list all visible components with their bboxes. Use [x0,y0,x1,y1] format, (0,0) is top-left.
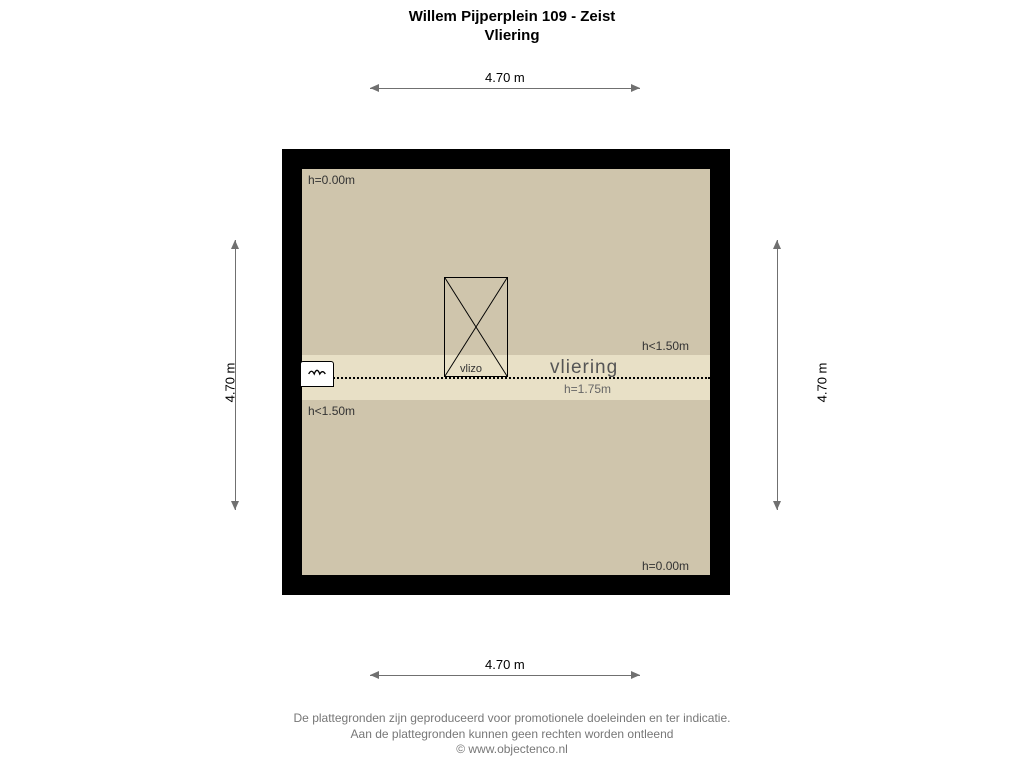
floorplan-interior: vlizo vliering h=1.75m h=0.00m h<1.50m h<1… [302,169,710,575]
title-line1: Willem Pijperplein 109 - Zeist [0,8,1024,27]
footer: De plattegronden zijn geproduceerd voor … [0,711,1024,758]
title-line2: Vliering [0,27,1024,46]
ridge-line [302,377,710,379]
floorplan-outline: vlizo vliering h=1.75m h=0.00m h<1.50m h<1… [282,149,730,595]
dim-top-label: 4.70 m [485,70,525,85]
dim-left-label: 4.70 m [222,363,237,403]
height-annotation: h<1.50m [642,339,689,353]
footer-line1: De plattegronden zijn geproduceerd voor … [0,711,1024,727]
dim-right-label: 4.70 m [814,363,829,403]
footer-line3: © www.objectenco.nl [0,742,1024,758]
loft-hatch [444,277,508,377]
boiler-icon [300,361,334,387]
height-annotation: h<1.50m [308,404,355,418]
floor-band [302,400,710,575]
height-annotation: h=0.00m [308,173,355,187]
room-label: vliering [550,357,618,379]
hatch-label: vlizo [460,363,482,375]
dim-top-arrow [370,88,640,89]
dim-bottom-label: 4.70 m [485,657,525,672]
footer-line2: Aan de plattegronden kunnen geen rechten… [0,727,1024,743]
room-height-label: h=1.75m [564,382,611,396]
boiler-flame-icon [301,362,333,386]
height-annotation: h=0.00m [642,559,689,573]
dim-right-arrow [777,240,778,510]
title-block: Willem Pijperplein 109 - Zeist Vliering [0,8,1024,46]
dim-bottom-arrow [370,675,640,676]
hatch-cross-icon [445,278,507,376]
